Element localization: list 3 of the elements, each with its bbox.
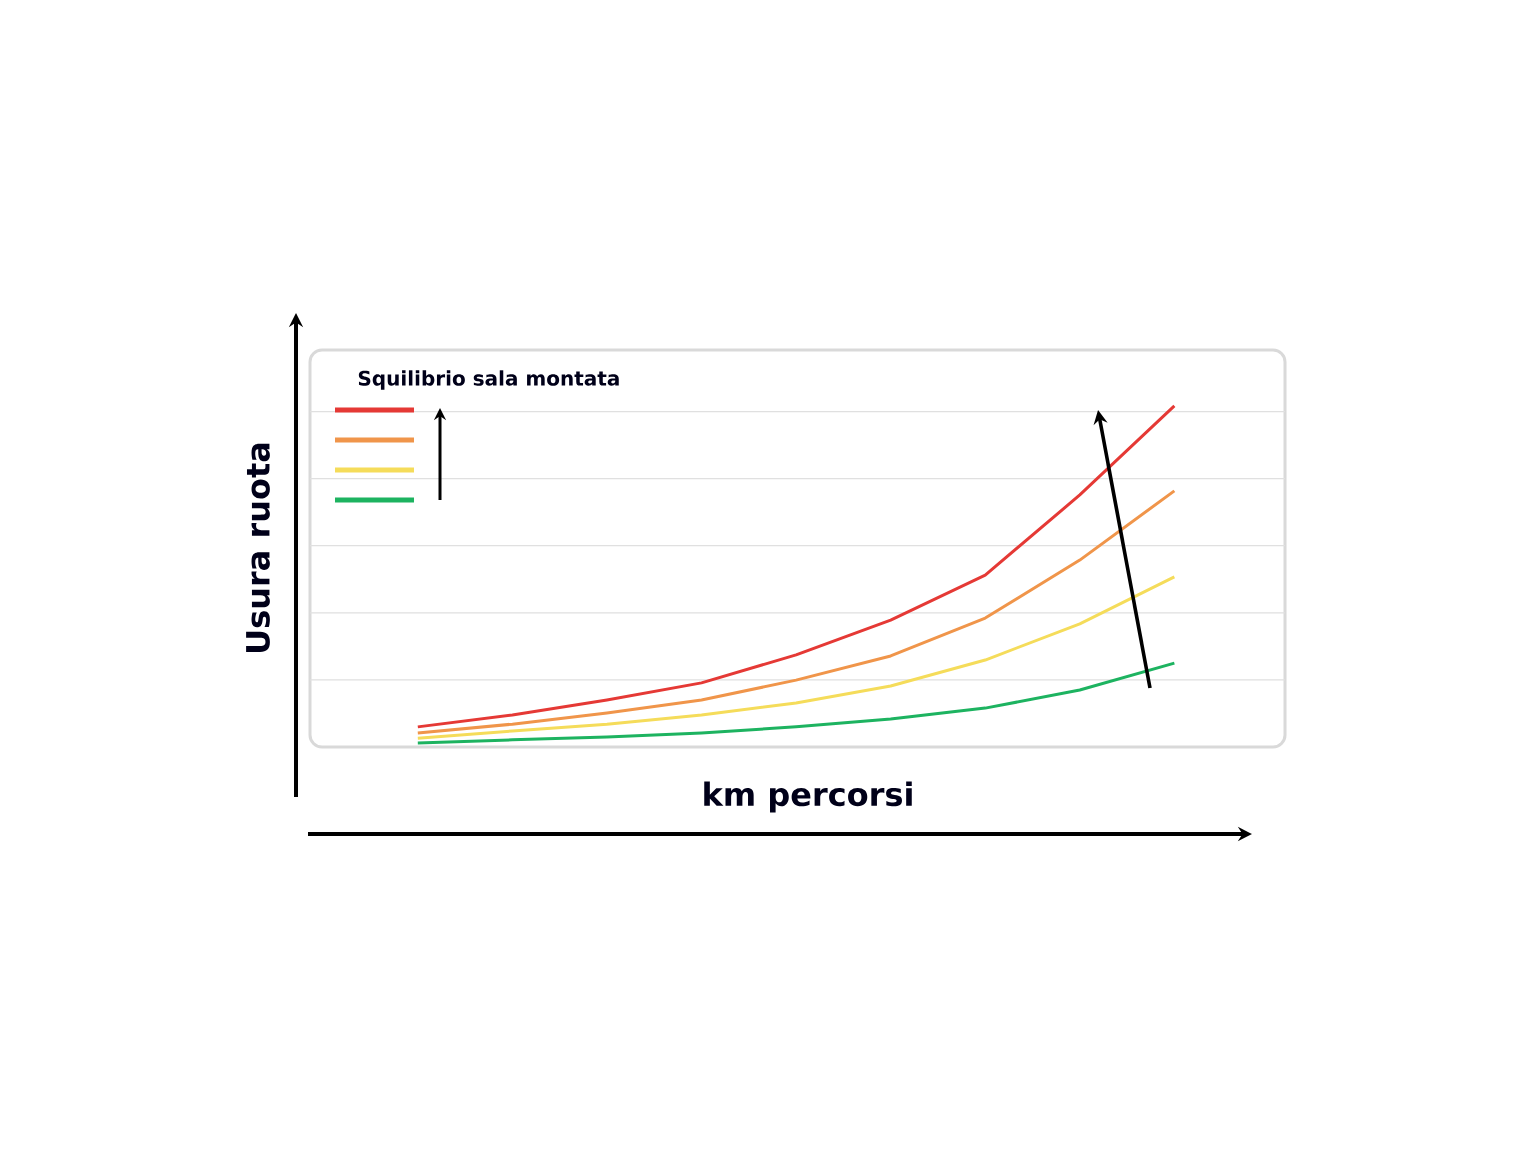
y-axis-title: Usura ruota xyxy=(246,443,270,652)
x-axis-title: km percorsi xyxy=(704,781,912,813)
legend-title: Squilibrio sala montata xyxy=(358,370,619,390)
